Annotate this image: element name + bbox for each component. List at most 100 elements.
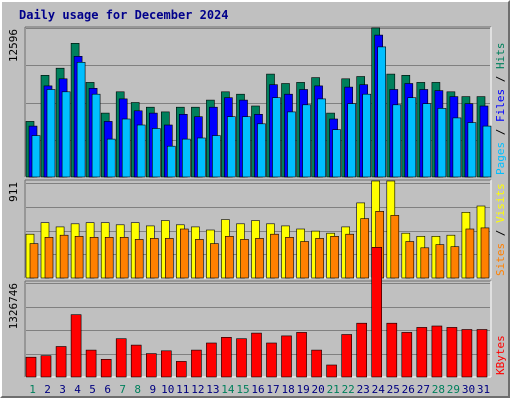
bar-middle-sites-22 — [345, 233, 355, 279]
bar-top-pages-23 — [362, 93, 372, 178]
bar-top-pages-4 — [76, 61, 86, 178]
day-label-8: 8 — [134, 383, 141, 396]
day-label-31: 31 — [477, 383, 490, 396]
bar-middle-sites-5 — [89, 237, 99, 279]
bar-bottom-kbytes-19 — [296, 332, 307, 378]
bar-middle-sites-26 — [405, 241, 415, 279]
bar-top-pages-26 — [407, 97, 417, 178]
bar-bottom-kbytes-16 — [251, 332, 262, 378]
bar-bottom-kbytes-25 — [386, 322, 398, 378]
day-label-26: 26 — [402, 383, 415, 396]
panel-top-max-label: 12596 — [7, 29, 20, 62]
bar-bottom-kbytes-5 — [85, 349, 97, 378]
day-label-28: 28 — [432, 383, 445, 396]
day-label-25: 25 — [387, 383, 400, 396]
bar-middle-sites-10 — [165, 238, 174, 279]
bar-bottom-kbytes-9 — [146, 353, 157, 378]
bar-top-pages-10 — [167, 145, 176, 178]
bar-bottom-kbytes-1 — [25, 356, 37, 378]
panel-top-legend-separator-1: / — [494, 122, 507, 142]
day-label-27: 27 — [417, 383, 430, 396]
day-label-11: 11 — [176, 383, 189, 396]
bar-middle-sites-31 — [480, 227, 490, 279]
bar-middle-sites-18 — [285, 237, 294, 279]
bar-bottom-kbytes-23 — [356, 322, 368, 378]
chart-title: Daily usage for December 2024 — [19, 8, 229, 22]
panel-top-legend-separator-2: / — [494, 69, 507, 89]
bar-bottom-kbytes-28 — [431, 325, 443, 378]
bar-middle-sites-9 — [150, 238, 159, 279]
bar-bottom-kbytes-31 — [476, 329, 488, 378]
panel-bottom-legend: KBytes — [494, 335, 507, 375]
bar-top-pages-13 — [212, 135, 221, 178]
day-label-29: 29 — [447, 383, 460, 396]
day-label-7: 7 — [119, 383, 126, 396]
bar-middle-sites-29 — [450, 246, 460, 279]
bar-top-pages-7 — [121, 118, 131, 178]
bar-bottom-kbytes-7 — [115, 338, 127, 378]
panel-middle-legend-sites: Sites — [494, 243, 507, 276]
bar-top-pages-16 — [257, 123, 266, 178]
day-label-15: 15 — [236, 383, 249, 396]
bar-top-pages-8 — [136, 124, 146, 178]
bar-bottom-kbytes-10 — [161, 350, 172, 378]
day-label-3: 3 — [59, 383, 66, 396]
bar-middle-sites-20 — [315, 238, 324, 279]
bar-bottom-kbytes-20 — [311, 349, 322, 378]
bar-top-pages-12 — [197, 137, 206, 178]
bar-top-pages-3 — [61, 91, 71, 178]
bar-bottom-kbytes-15 — [236, 338, 247, 378]
bar-bottom-kbytes-4 — [70, 314, 82, 378]
bar-bottom-kbytes-29 — [446, 327, 458, 378]
bar-middle-sites-4 — [74, 236, 84, 279]
panel-top-legend-files: Files — [494, 89, 507, 122]
day-label-1: 1 — [29, 383, 36, 396]
bar-top-pages-17 — [272, 97, 281, 178]
bar-middle-sites-8 — [134, 239, 144, 279]
bar-bottom-kbytes-2 — [40, 355, 52, 378]
bar-middle-sites-13 — [210, 243, 219, 279]
bar-top-pages-19 — [302, 104, 311, 178]
bar-middle-sites-25 — [390, 215, 400, 279]
bar-top-pages-24 — [377, 46, 387, 178]
panel-middle: 911 Sites / Visits — [7, 179, 507, 279]
panel-bottom: 1326746 KBytes — [7, 247, 507, 378]
bar-top-pages-21 — [332, 129, 341, 178]
day-label-24: 24 — [372, 383, 386, 396]
day-label-4: 4 — [74, 383, 81, 396]
bar-top-pages-14 — [227, 116, 236, 178]
bar-top-pages-1 — [31, 135, 41, 178]
bar-bottom-kbytes-13 — [206, 342, 217, 378]
bar-top-pages-30 — [467, 122, 477, 178]
bar-bottom-kbytes-18 — [281, 335, 292, 378]
panel-top-legend-hits: Hits — [494, 43, 507, 70]
bar-bottom-kbytes-27 — [416, 327, 428, 378]
bar-top-pages-28 — [437, 108, 447, 178]
bar-top-pages-5 — [91, 93, 101, 178]
day-label-19: 19 — [296, 383, 309, 396]
panel-middle-legend-separator-1: / — [494, 223, 507, 243]
day-label-2: 2 — [44, 383, 51, 396]
bar-bottom-kbytes-3 — [55, 346, 67, 378]
bar-bottom-kbytes-24 — [371, 247, 383, 378]
bar-bottom-kbytes-14 — [221, 336, 232, 378]
day-label-10: 10 — [161, 383, 174, 396]
bar-top-pages-22 — [347, 103, 357, 178]
day-label-9: 9 — [149, 383, 156, 396]
day-label-14: 14 — [221, 383, 235, 396]
day-label-6: 6 — [104, 383, 111, 396]
bar-middle-sites-17 — [270, 233, 279, 279]
panel-bottom-max-label: 1326746 — [7, 283, 20, 329]
bar-bottom-kbytes-11 — [176, 361, 187, 378]
bar-bottom-kbytes-6 — [100, 358, 112, 378]
bar-middle-sites-2 — [44, 237, 54, 279]
bar-top-pages-9 — [152, 128, 161, 178]
bar-bottom-kbytes-26 — [401, 332, 413, 378]
day-label-18: 18 — [281, 383, 294, 396]
day-label-21: 21 — [327, 383, 340, 396]
panel-top-legend-pages: Pages — [494, 142, 507, 175]
day-label-30: 30 — [462, 383, 475, 396]
bar-middle-sites-6 — [104, 237, 114, 279]
panel-middle-legend-visits: Visits — [494, 183, 507, 223]
bar-middle-sites-11 — [180, 228, 189, 279]
